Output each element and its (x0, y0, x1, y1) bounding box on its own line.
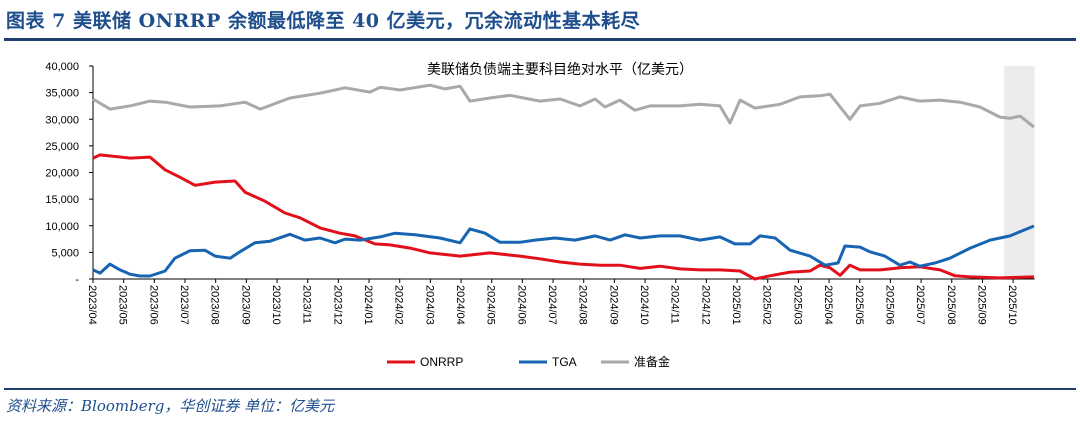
x-tick-label: 2024/03 (423, 285, 435, 325)
y-tick-label: 10,000 (45, 221, 79, 233)
x-tick-label: 2024/10 (638, 285, 650, 325)
x-tick-label: 2023/04 (86, 285, 98, 325)
series-line-准备金 (92, 83, 1035, 129)
x-tick-label: 2024/12 (699, 285, 711, 325)
series-line-ONRRP (92, 153, 1035, 281)
x-tick-label: 2025/02 (761, 285, 773, 325)
x-tick-label: 2023/05 (117, 285, 129, 325)
x-tick-label: 2023/11 (301, 285, 313, 324)
x-tick-label: 2024/11 (669, 285, 681, 324)
x-tick-label: 2023/09 (239, 285, 251, 325)
x-tick-label: 2025/01 (730, 285, 742, 325)
legend-label: ONRRP (420, 355, 463, 369)
legend-label: 准备金 (634, 354, 670, 369)
x-tick-label: 2024/04 (454, 285, 466, 325)
x-tick-label: 2025/08 (945, 285, 957, 325)
y-tick-label: 40,000 (45, 61, 79, 73)
footer-divider (4, 388, 1076, 390)
x-tick-label: 2025/04 (822, 285, 834, 325)
y-tick-label: 15,000 (45, 194, 79, 206)
y-tick-label: 25,000 (45, 141, 79, 153)
x-tick-label: 2024/05 (485, 285, 497, 325)
line-chart: - 5,000 10,000 15,000 20,000 25,000 30,000 35,0… (45, 61, 1035, 369)
x-tick-label: 2023/07 (178, 285, 190, 325)
x-tick-label: 2024/08 (577, 285, 589, 325)
y-tick-label: 35,000 (45, 88, 79, 100)
figure-title: 图表 7 美联储 ONRRP 余额最低降至 40 亿美元，冗余流动性基本耗尽 (6, 10, 641, 32)
highlight-band (1003, 66, 1035, 279)
series-line-TGA (92, 224, 1035, 278)
x-tick-label: 2025/03 (791, 285, 803, 325)
chart-title: 美联储负债端主要科目绝对水平（亿美元） (427, 61, 693, 77)
x-tick-label: 2025/06 (883, 285, 895, 325)
x-tick-label: 2025/07 (914, 285, 926, 325)
legend-label: TGA (552, 355, 577, 369)
y-tick-label: 5,000 (51, 247, 79, 259)
x-tick-label: 2024/07 (546, 285, 558, 325)
x-tick-label: 2024/09 (607, 285, 619, 325)
x-tick-label: 2025/05 (853, 285, 865, 325)
x-tick-label: 2024/06 (515, 285, 527, 325)
x-tick-label: 2023/12 (331, 285, 343, 325)
x-tick-label: 2024/02 (393, 285, 405, 325)
x-tick-label: 2023/10 (270, 285, 282, 325)
x-tick-label: 2023/08 (209, 285, 221, 325)
y-tick-label: 30,000 (45, 114, 79, 126)
x-tick-label: 2025/09 (975, 285, 987, 325)
header-divider (4, 38, 1076, 41)
x-tick-label: 2023/06 (147, 285, 159, 325)
y-tick-label: 20,000 (45, 168, 79, 180)
x-tick-label: 2025/10 (1006, 285, 1018, 325)
y-tick-label: - (75, 274, 79, 286)
source-note: 资料来源：Bloomberg，华创证券 单位：亿美元 (6, 397, 335, 415)
x-tick-label: 2024/01 (362, 285, 374, 325)
